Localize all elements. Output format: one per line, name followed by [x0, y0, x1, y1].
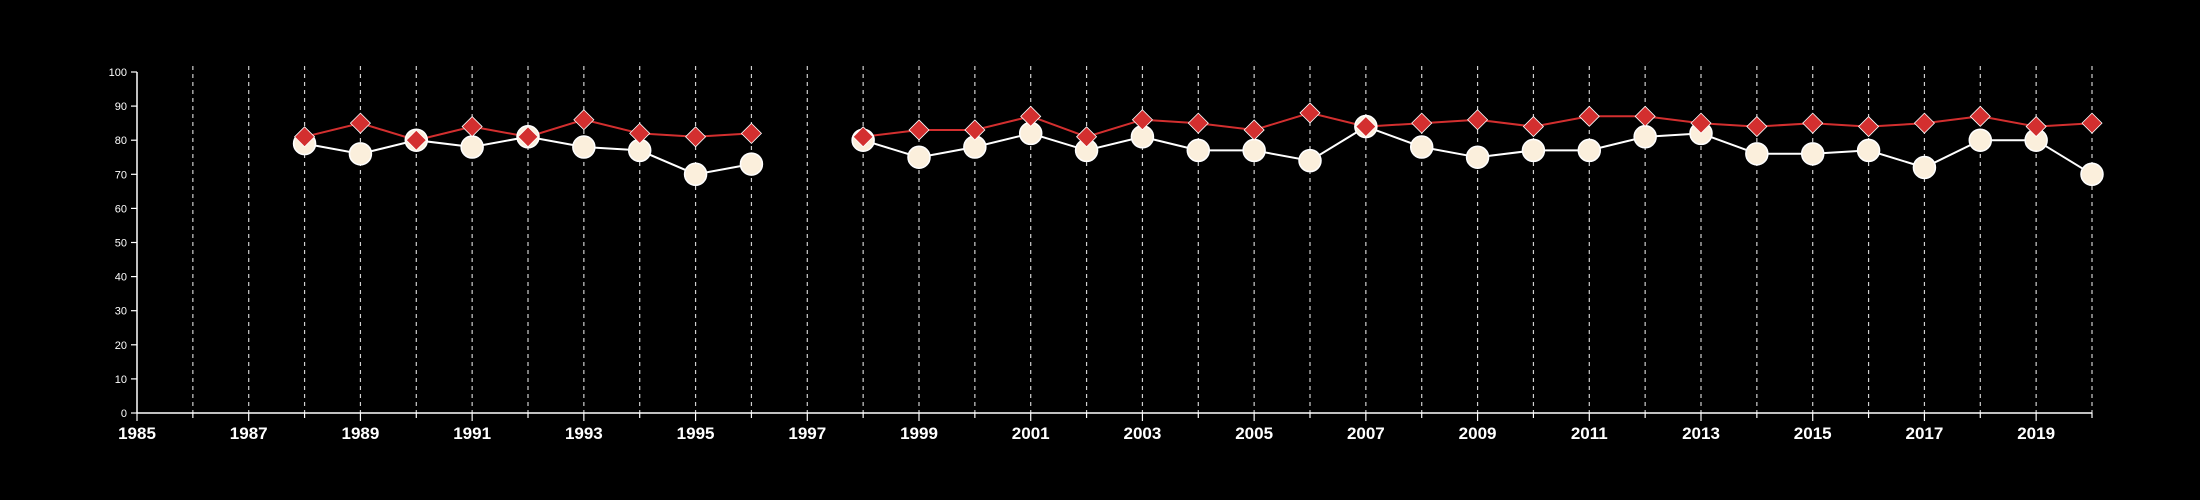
circle-point-1991 — [460, 135, 484, 159]
x-tick-label: 2007 — [1347, 424, 1385, 443]
x-tick-label: 1989 — [342, 424, 380, 443]
x-tick-label: 2009 — [1459, 424, 1497, 443]
circle-point-1989 — [348, 142, 373, 166]
diamond-point-2004 — [1187, 112, 1209, 134]
circle-point-2008 — [1409, 135, 1434, 159]
y-tick-label: 80 — [115, 135, 127, 147]
diamond-point-2016 — [1858, 115, 1880, 138]
circle-point-2012 — [1633, 125, 1657, 149]
y-tick-label: 70 — [115, 169, 127, 181]
x-tick-label: 1995 — [677, 424, 715, 443]
y-tick-label: 60 — [115, 203, 127, 215]
circle-point-2014 — [1745, 142, 1769, 166]
x-tick-label: 1985 — [118, 424, 156, 443]
circle-point-2020 — [2080, 162, 2104, 187]
diamond-point-2005 — [1243, 119, 1265, 141]
diamond-point-2009 — [1467, 109, 1489, 131]
diamond-point-2002 — [1076, 126, 1098, 148]
diamond-point-2011 — [1578, 105, 1600, 127]
circle-point-2006 — [1298, 148, 1322, 173]
x-tick-label: 2001 — [1012, 424, 1050, 443]
diamond-point-2017 — [1913, 112, 1935, 134]
x-tick-label: 1987 — [230, 424, 268, 443]
circle-point-1995 — [683, 162, 708, 187]
diamond-point-1988 — [294, 126, 316, 148]
diamond-point-2018 — [1969, 105, 1991, 127]
y-tick-label: 40 — [115, 272, 127, 284]
x-tick-label: 2015 — [1794, 424, 1832, 443]
x-tick-label: 1991 — [453, 424, 491, 443]
diamond-point-1991 — [461, 115, 483, 138]
diamond-point-1989 — [349, 112, 371, 134]
diamond-point-2015 — [1802, 112, 1824, 134]
diamond-point-2001 — [1020, 105, 1042, 127]
x-tick-label: 2019 — [2017, 424, 2055, 443]
circle-point-2017 — [1912, 155, 1937, 180]
y-tick-label: 20 — [115, 340, 127, 352]
diamond-point-2013 — [1690, 112, 1712, 134]
diamond-point-2010 — [1522, 115, 1544, 138]
y-tick-label: 90 — [115, 101, 127, 113]
diamond-point-2014 — [1746, 115, 1768, 138]
diamond-point-1998 — [852, 126, 874, 148]
series-markers — [292, 102, 2104, 187]
circle-point-2004 — [1186, 138, 1211, 163]
circle-point-2010 — [1521, 138, 1546, 163]
diamond-point-2019 — [2025, 115, 2047, 138]
x-tick-label: 1997 — [788, 424, 826, 443]
diamond-point-2003 — [1131, 109, 1153, 131]
x-tick-label: 2017 — [1906, 424, 1944, 443]
diamond-point-1993 — [573, 109, 595, 131]
diamond-point-1996 — [740, 122, 762, 144]
y-axis: 0 10 20 30 40 50 60 70 80 90 100 — [109, 67, 138, 420]
diamond-point-2007 — [1355, 115, 1377, 138]
diamond-point-1999 — [908, 119, 930, 141]
diamond-point-2008 — [1411, 112, 1433, 134]
circle-point-2011 — [1577, 138, 1602, 163]
diamond-point-1992 — [517, 126, 539, 148]
circle-point-2005 — [1242, 138, 1266, 163]
circle-point-2015 — [1800, 142, 1825, 166]
diamond-point-2000 — [964, 119, 986, 141]
x-tick-label: 2013 — [1682, 424, 1720, 443]
circle-point-1993 — [572, 135, 596, 159]
x-tick-label: 2011 — [1571, 424, 1608, 443]
diamond-point-1994 — [629, 122, 651, 144]
circle-point-2018 — [1968, 128, 1993, 152]
circle-point-1999 — [907, 145, 931, 169]
y-tick-label: 0 — [121, 408, 127, 420]
x-tick-label: 1993 — [565, 424, 603, 443]
diamond-point-2006 — [1299, 102, 1321, 124]
y-tick-label: 100 — [109, 67, 127, 79]
x-tick-label: 2005 — [1235, 424, 1273, 443]
diamond-point-1990 — [405, 129, 427, 151]
y-tick-label: 10 — [115, 374, 127, 386]
diamond-point-1995 — [685, 126, 707, 148]
diamond-point-2012 — [1634, 105, 1656, 127]
y-tick-label: 30 — [115, 306, 127, 318]
circle-point-2016 — [1856, 138, 1881, 163]
x-axis: 1985 1987 1989 1991 1993 1995 1997 1999 2001 2003… — [118, 412, 2093, 443]
x-tick-label: 1999 — [900, 424, 938, 443]
circle-point-1996 — [739, 152, 764, 176]
diamond-point-2020 — [2081, 112, 2103, 134]
y-tick-label: 50 — [115, 238, 127, 250]
circle-point-2009 — [1465, 145, 1490, 169]
x-tick-label: 2003 — [1124, 424, 1162, 443]
